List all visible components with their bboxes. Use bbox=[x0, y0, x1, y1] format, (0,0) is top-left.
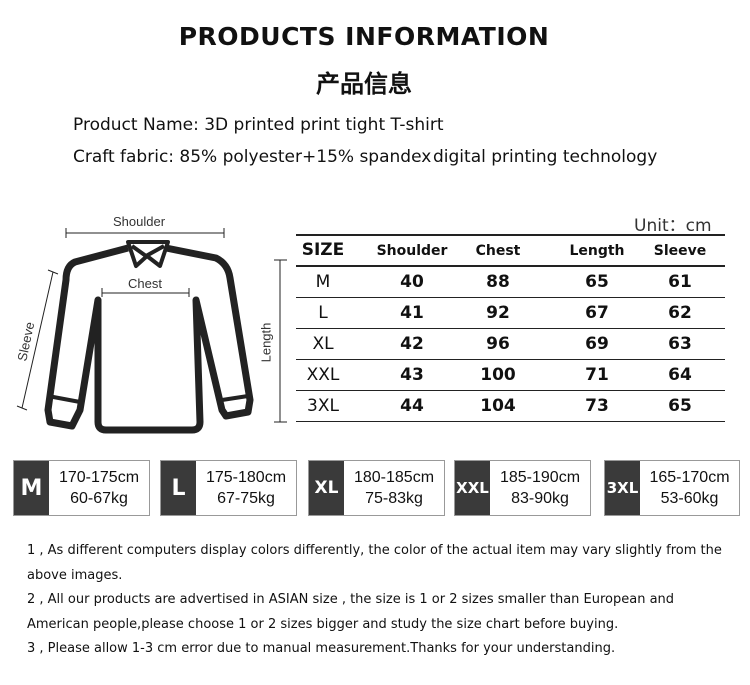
table-cell-shoulder: 41 bbox=[400, 303, 424, 323]
table-cell-chest: 96 bbox=[486, 334, 510, 354]
height-range: 185-190cm bbox=[499, 469, 581, 486]
shoulder-label: Shoulder bbox=[113, 214, 166, 229]
height-range: 175-180cm bbox=[205, 469, 287, 486]
printing-technology: digital printing technology bbox=[433, 147, 658, 167]
table-cell-shoulder: 40 bbox=[400, 272, 424, 292]
column-header-sleeve: Sleeve bbox=[653, 243, 707, 259]
weight-range: 67-75kg bbox=[217, 490, 275, 507]
table-cell-sleeve: 61 bbox=[668, 272, 692, 292]
table-cell-sleeve: 64 bbox=[668, 365, 692, 385]
chest-label: Chest bbox=[128, 276, 162, 291]
table-cell-size: 3XL bbox=[307, 396, 339, 416]
table-cell-shoulder: 42 bbox=[400, 334, 424, 354]
size-guide-xxl: XXL 185-190cm 83-90kg bbox=[454, 460, 591, 516]
row-divider bbox=[296, 297, 725, 298]
row-divider bbox=[296, 390, 725, 391]
note-2: 2 , All our products are advertised in A… bbox=[27, 592, 675, 632]
height-range: 165-170cm bbox=[649, 469, 730, 486]
table-cell-length: 65 bbox=[585, 272, 609, 292]
note-1: 1 , As different computers display color… bbox=[27, 543, 722, 583]
column-header-length: Length bbox=[569, 243, 625, 259]
table-header-border bbox=[296, 265, 725, 267]
table-cell-length: 67 bbox=[585, 303, 609, 323]
size-guide-l: L 175-180cm 67-75kg bbox=[160, 460, 297, 516]
shirt-diagram bbox=[16, 228, 287, 434]
page-subtitle: 产品信息 bbox=[316, 71, 412, 98]
table-cell-size: XL bbox=[312, 334, 334, 354]
table-cell-chest: 104 bbox=[480, 396, 516, 416]
craft-fabric: Craft fabric: 85% polyester+15% spandex bbox=[73, 147, 432, 167]
table-cell-sleeve: 63 bbox=[668, 334, 692, 354]
note-3: 3 , Please allow 1-3 cm error due to man… bbox=[27, 641, 616, 656]
height-range: 180-185cm bbox=[353, 469, 435, 486]
size-label: 3XL bbox=[605, 461, 640, 515]
size-label: M bbox=[14, 461, 49, 515]
size-label: XXL bbox=[455, 461, 490, 515]
size-label: XL bbox=[309, 461, 344, 515]
table-cell-length: 69 bbox=[585, 334, 609, 354]
table-cell-size: XXL bbox=[306, 365, 340, 385]
table-cell-shoulder: 44 bbox=[400, 396, 424, 416]
weight-range: 83-90kg bbox=[511, 490, 569, 507]
table-cell-size: L bbox=[318, 303, 328, 323]
row-divider bbox=[296, 328, 725, 329]
unit-label: Unit：cm bbox=[634, 216, 712, 236]
table-cell-shoulder: 43 bbox=[400, 365, 424, 385]
length-label: Length bbox=[258, 322, 274, 363]
table-cell-sleeve: 65 bbox=[668, 396, 692, 416]
table-cell-size: M bbox=[315, 272, 331, 292]
weight-range: 75-83kg bbox=[365, 490, 423, 507]
table-top-border bbox=[296, 234, 725, 236]
column-header-chest: Chest bbox=[475, 243, 521, 259]
page-title: PRODUCTS INFORMATION bbox=[178, 22, 550, 51]
table-cell-chest: 88 bbox=[486, 272, 510, 292]
size-guide-3xl: 3XL 165-170cm 53-60kg bbox=[604, 460, 740, 516]
table-cell-length: 71 bbox=[585, 365, 609, 385]
size-label: L bbox=[161, 461, 196, 515]
size-guide-xl: XL 180-185cm 75-83kg bbox=[308, 460, 445, 516]
size-guide-m: M 170-175cm 60-67kg bbox=[13, 460, 150, 516]
row-divider bbox=[296, 421, 725, 422]
table-cell-sleeve: 62 bbox=[668, 303, 692, 323]
product-name: Product Name: 3D printed print tight T-s… bbox=[73, 115, 444, 135]
table-cell-length: 73 bbox=[585, 396, 609, 416]
table-cell-chest: 100 bbox=[480, 365, 516, 385]
height-range: 170-175cm bbox=[58, 469, 140, 486]
weight-range: 53-60kg bbox=[660, 490, 719, 507]
table-cell-chest: 92 bbox=[486, 303, 510, 323]
row-divider bbox=[296, 359, 725, 360]
column-header-shoulder: Shoulder bbox=[376, 243, 448, 259]
column-header-size: SIZE bbox=[301, 240, 345, 260]
weight-range: 60-67kg bbox=[70, 490, 128, 507]
